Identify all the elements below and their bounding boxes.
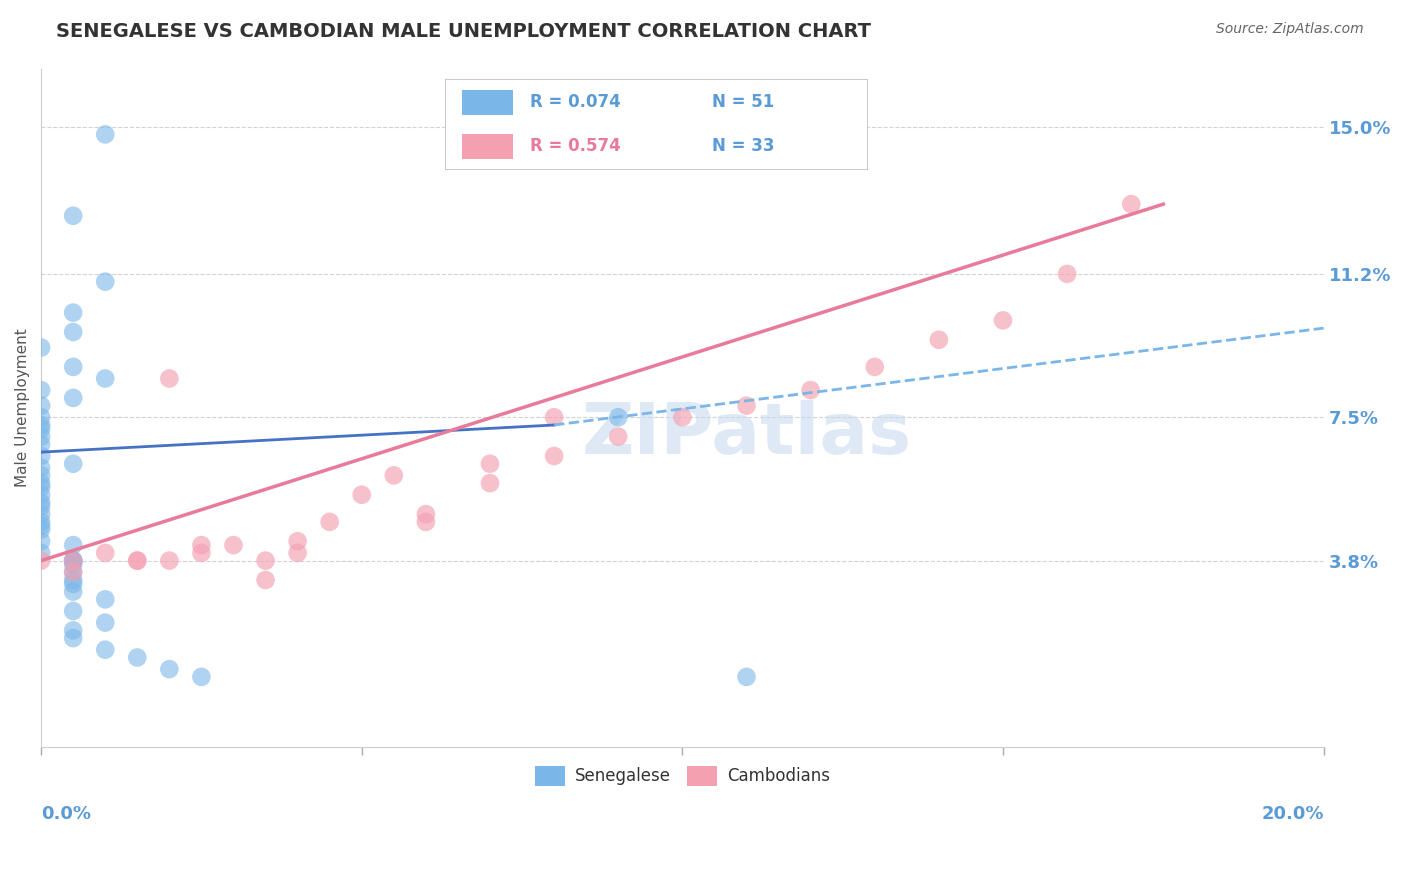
Point [30,480,52,494]
Point [543,410,565,425]
Point [30,422,52,436]
Point [30,468,52,483]
Point [30,410,52,425]
Point [30,523,52,537]
Point [62,305,84,319]
Point [62,359,84,374]
Point [30,460,52,475]
Point [62,391,84,405]
Point [30,515,52,529]
Point [991,313,1014,327]
Point [479,476,502,491]
Point [30,399,52,413]
Point [157,371,180,385]
Point [607,429,630,443]
Point [30,341,52,355]
Point [94,546,117,560]
Point [543,449,565,463]
Point [62,573,84,587]
Point [62,457,84,471]
Point [94,642,117,657]
Point [127,553,149,567]
Point [157,553,180,567]
Point [30,476,52,491]
Point [94,371,117,385]
Point [30,429,52,443]
Text: Source: ZipAtlas.com: Source: ZipAtlas.com [1216,22,1364,37]
Point [254,553,277,567]
Point [94,615,117,630]
Point [1121,197,1143,211]
Point [62,604,84,618]
Point [30,553,52,567]
Point [62,577,84,591]
Point [62,553,84,567]
Point [318,515,340,529]
Legend: Senegalese, Cambodians: Senegalese, Cambodians [527,759,837,792]
Point [94,592,117,607]
Point [928,333,950,347]
Point [287,546,309,560]
Point [30,495,52,509]
Point [222,538,245,552]
Point [30,546,52,560]
Point [30,488,52,502]
Point [415,507,437,521]
Point [30,534,52,549]
Point [30,518,52,533]
Y-axis label: Male Unemployment: Male Unemployment [15,328,30,487]
Text: 20.0%: 20.0% [1261,805,1323,822]
Point [62,584,84,599]
Point [479,457,502,471]
Point [62,624,84,638]
Point [735,670,758,684]
Point [735,399,758,413]
Point [62,566,84,580]
Point [30,507,52,521]
Point [382,468,405,483]
Point [30,417,52,432]
Point [62,209,84,223]
Point [94,275,117,289]
Point [94,128,117,142]
Text: 0.0%: 0.0% [41,805,91,822]
Point [863,359,886,374]
Point [30,500,52,514]
Point [671,410,693,425]
Point [190,538,212,552]
Point [127,650,149,665]
Point [62,566,84,580]
Point [62,553,84,567]
Point [1056,267,1078,281]
Point [157,662,180,676]
Point [287,534,309,549]
Point [30,383,52,397]
Point [62,325,84,339]
Point [415,515,437,529]
Point [62,553,84,567]
Text: ZIPatlas: ZIPatlas [582,401,911,469]
Point [190,546,212,560]
Point [254,573,277,587]
Point [800,383,823,397]
Point [30,437,52,451]
Point [127,553,149,567]
Point [607,410,630,425]
Point [62,631,84,645]
Point [190,670,212,684]
Text: SENEGALESE VS CAMBODIAN MALE UNEMPLOYMENT CORRELATION CHART: SENEGALESE VS CAMBODIAN MALE UNEMPLOYMEN… [56,22,872,41]
Point [350,488,373,502]
Point [62,558,84,572]
Point [62,553,84,567]
Point [30,449,52,463]
Point [62,538,84,552]
